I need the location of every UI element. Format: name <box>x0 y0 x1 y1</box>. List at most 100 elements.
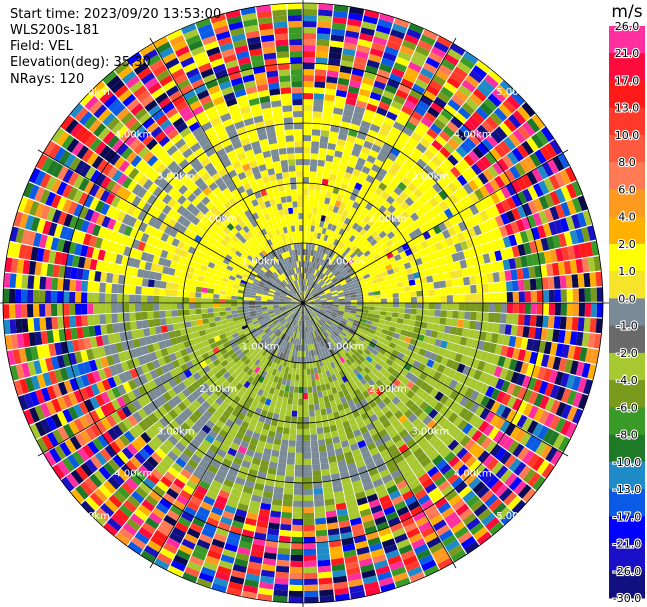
velocity-gate <box>429 514 444 526</box>
velocity-gate <box>133 423 145 436</box>
velocity-gate <box>320 307 327 311</box>
velocity-gate <box>319 190 327 198</box>
velocity-gate <box>269 516 281 524</box>
velocity-gate <box>490 479 504 494</box>
velocity-gate <box>182 484 195 496</box>
velocity-gate <box>52 464 66 480</box>
velocity-gate <box>555 248 564 262</box>
velocity-gate <box>371 452 382 462</box>
velocity-gate <box>251 457 262 466</box>
velocity-gate <box>534 327 542 340</box>
velocity-gate <box>363 348 371 356</box>
velocity-gate <box>112 273 120 284</box>
velocity-gate <box>304 560 317 567</box>
velocity-gate <box>354 56 368 66</box>
velocity-gate <box>517 106 531 121</box>
velocity-gate <box>225 433 235 442</box>
velocity-gate <box>124 275 131 285</box>
velocity-gate <box>341 537 355 546</box>
velocity-gate <box>52 429 64 444</box>
velocity-gate <box>326 298 333 301</box>
velocity-gate <box>571 274 579 288</box>
velocity-gate <box>285 300 292 302</box>
velocity-gate <box>67 454 80 469</box>
velocity-gate <box>343 191 352 199</box>
velocity-gate <box>250 315 258 320</box>
velocity-gate <box>415 421 426 432</box>
velocity-gate <box>378 527 392 537</box>
velocity-gate <box>493 366 503 378</box>
velocity-gate <box>379 13 395 23</box>
velocity-gate <box>215 434 225 444</box>
velocity-gate <box>395 56 410 67</box>
velocity-gate <box>335 283 342 289</box>
velocity-gate <box>135 277 143 287</box>
velocity-gate <box>131 399 142 411</box>
velocity-gate <box>460 141 472 154</box>
velocity-gate <box>73 389 84 404</box>
velocity-gate <box>343 254 350 261</box>
velocity-gate <box>441 506 455 519</box>
velocity-gate <box>335 502 347 511</box>
velocity-gate <box>533 379 543 393</box>
velocity-gate <box>303 440 311 447</box>
velocity-gate <box>373 345 381 352</box>
velocity-gate <box>500 313 507 324</box>
velocity-gate <box>399 484 411 496</box>
velocity-gate <box>292 305 298 309</box>
velocity-gate <box>277 420 285 428</box>
velocity-gate <box>454 201 464 213</box>
velocity-gate <box>213 307 220 313</box>
velocity-gate <box>147 540 162 553</box>
velocity-gate <box>335 175 344 183</box>
velocity-gate <box>305 320 307 327</box>
velocity-gate <box>403 313 411 320</box>
velocity-gate <box>304 291 308 298</box>
velocity-gate <box>329 198 336 206</box>
velocity-gate <box>317 245 322 252</box>
velocity-gate <box>451 343 460 353</box>
velocity-gate <box>376 133 387 143</box>
velocity-gate <box>147 279 155 288</box>
velocity-gate <box>318 445 327 453</box>
velocity-gate <box>304 285 306 292</box>
velocity-gate <box>285 409 292 417</box>
velocity-gate <box>324 323 330 329</box>
velocity-gate <box>443 468 456 480</box>
velocity-gate <box>303 291 305 297</box>
velocity-gate <box>342 316 349 320</box>
velocity-gate <box>407 566 423 577</box>
velocity-gate <box>317 208 323 215</box>
velocity-gate <box>189 291 196 298</box>
velocity-gate <box>334 398 342 406</box>
velocity-gate <box>291 304 298 307</box>
velocity-gate <box>128 427 140 439</box>
velocity-gate <box>10 258 19 273</box>
velocity-gate <box>463 410 475 423</box>
velocity-gate <box>149 490 162 502</box>
velocity-gate <box>249 310 256 315</box>
velocity-gate <box>571 181 583 197</box>
velocity-gate <box>78 401 90 415</box>
velocity-gate <box>309 344 313 351</box>
velocity-gate <box>482 283 489 293</box>
velocity-gate <box>285 379 291 386</box>
velocity-gate <box>422 62 438 74</box>
velocity-gate <box>325 248 330 255</box>
velocity-gate <box>493 282 501 293</box>
velocity-gate <box>147 295 154 303</box>
velocity-gate <box>469 320 476 330</box>
velocity-gate <box>327 179 336 187</box>
velocity-gate <box>307 306 313 311</box>
velocity-gate <box>520 362 529 375</box>
velocity-gate <box>331 374 338 382</box>
velocity-gate <box>343 311 350 316</box>
velocity-gate <box>331 312 338 316</box>
velocity-gate <box>389 560 405 571</box>
velocity-gate <box>428 434 439 446</box>
velocity-gate <box>344 352 352 359</box>
velocity-gate <box>120 234 130 246</box>
velocity-gate <box>320 340 325 347</box>
velocity-gate <box>473 369 483 381</box>
velocity-gate <box>404 308 411 314</box>
